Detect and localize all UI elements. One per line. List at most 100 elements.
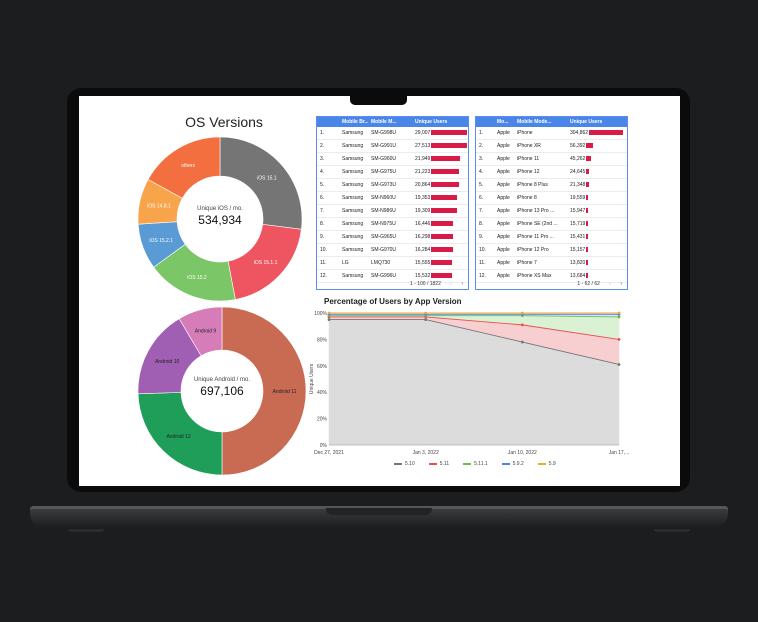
users-cell: 15,719 — [567, 221, 626, 227]
row-index-text: 10. — [479, 247, 486, 253]
brand-cell: Apple — [494, 260, 514, 266]
donut-slice[interactable] — [221, 306, 307, 476]
table-row[interactable]: 5. Apple iPhone 8 Plus 21,348 — [476, 179, 627, 192]
prev-page-icon[interactable]: ‹ — [450, 281, 452, 287]
model-text: SM-N960U — [371, 195, 396, 201]
ios-center-label: Unique iOS / mo. 534,934 — [180, 206, 260, 227]
table-row[interactable]: 3. Samsung SM-G960U 21,949 — [317, 153, 468, 166]
ios-donut-chart[interactable]: iOS 15.1 iOS 15.1.1 iOS 15.2 iOS 15.2.1 iOS … — [137, 136, 303, 302]
table-row[interactable]: 9. Apple iPhone 11 Pro ... 15,431 — [476, 231, 627, 244]
area-band — [329, 319, 619, 445]
table-row[interactable]: 8. Samsung SM-N975U 16,446 — [317, 218, 468, 231]
table-row[interactable]: 10. Apple iPhone 12 Pro 15,157 — [476, 244, 627, 257]
brand-text: Apple — [497, 260, 510, 266]
data-point[interactable] — [424, 311, 428, 315]
table-row[interactable]: 6. Apple iPhone 8 19,559 — [476, 192, 627, 205]
x-tick-label: Jan 10, 2022 — [508, 450, 537, 456]
table-row[interactable]: 1. Samsung SM-G998U 29,007 — [317, 127, 468, 140]
table-row[interactable]: 9. Samsung SM-G965U 16,298 — [317, 231, 468, 244]
series-line[interactable] — [329, 316, 620, 340]
table-row[interactable]: 4. Samsung SM-G975U 21,223 — [317, 166, 468, 179]
table-header: Mo... Mobile Mode... Unique Users — [476, 117, 627, 127]
donut-slice[interactable] — [147, 136, 221, 199]
table-row[interactable]: 2. Apple iPhone XR 56,392 — [476, 140, 627, 153]
next-page-icon[interactable]: › — [461, 281, 463, 287]
brand-text: Apple — [497, 234, 510, 240]
brand-cell: Samsung — [339, 234, 368, 240]
model-text: iPhone 8 — [517, 195, 537, 201]
donut-slice[interactable] — [178, 306, 223, 357]
users-value: 13,820 — [570, 260, 586, 266]
users-cell: 21,949 — [412, 156, 467, 162]
data-point[interactable] — [520, 340, 524, 344]
model-cell: iPhone 13 Pro ... — [514, 208, 567, 214]
donut-slice[interactable] — [219, 136, 303, 230]
table-row[interactable]: 7. Apple iPhone 13 Pro ... 15,947 — [476, 205, 627, 218]
model-text: iPhone SE (2nd ... — [517, 221, 558, 227]
table-row[interactable]: 12. Samsung SM-G996U 15,532 — [317, 270, 468, 283]
legend-item[interactable]: 5.10 — [394, 461, 415, 467]
col-header-brand[interactable]: Mo... — [497, 119, 509, 125]
brand-cell: Samsung — [339, 247, 368, 253]
prev-page-icon[interactable]: ‹ — [609, 281, 611, 287]
legend-label: 5.10 — [405, 461, 415, 467]
model-cell: SM-G975U — [368, 169, 412, 175]
app-version-line-chart[interactable]: 0% 20% 40% 60% 80% 100% Dec 27, 2021 Jan 3, 202… — [304, 306, 634, 461]
legend-item[interactable]: 5.9 — [537, 461, 556, 467]
series-line[interactable] — [329, 315, 620, 318]
model-text: iPhone XS Max — [517, 273, 552, 279]
row-index: 4. — [476, 169, 494, 175]
col-header-users[interactable]: Unique Users — [415, 119, 448, 125]
data-point[interactable] — [327, 318, 331, 321]
next-page-icon[interactable]: › — [620, 281, 622, 287]
legend-item[interactable]: 5.11 — [428, 461, 449, 467]
users-bar — [431, 143, 467, 149]
brand-text: Samsung — [342, 156, 364, 162]
users-cell: 13,684 — [567, 273, 626, 279]
col-header-model[interactable]: Mobile M... — [371, 119, 397, 125]
table-row[interactable]: 8. Apple iPhone SE (2nd ... 15,719 — [476, 218, 627, 231]
users-value: 16,446 — [415, 221, 431, 227]
legend-item[interactable]: 5.11.1 — [463, 461, 488, 467]
data-point[interactable] — [617, 338, 621, 341]
data-point[interactable] — [520, 311, 524, 315]
users-cell: 19,353 — [412, 195, 467, 201]
table-row[interactable]: 2. Samsung SM-G991U 27,513 — [317, 140, 468, 153]
data-point[interactable] — [617, 315, 621, 319]
model-text: iPhone 12 — [517, 169, 540, 175]
donut-slice[interactable] — [137, 392, 223, 476]
table-row[interactable]: 11. LG LMQ730 15,555 — [317, 257, 468, 270]
y-axis-label: Unique Users — [309, 363, 315, 394]
y-tick-label: 0% — [320, 443, 328, 449]
data-point[interactable] — [617, 311, 621, 315]
table-row[interactable]: 6. Samsung SM-N960U 19,353 — [317, 192, 468, 205]
legend-item[interactable]: 5.9.2 — [501, 461, 524, 467]
brand-text: Apple — [497, 156, 510, 162]
table-row[interactable]: 10. Samsung SM-G970U 16,284 — [317, 244, 468, 257]
series-line[interactable] — [329, 319, 620, 365]
table-pager: 1 - 62 / 62 ‹ › — [476, 279, 627, 289]
col-header-model[interactable]: Mobile Mode... — [517, 119, 552, 125]
android-donut-chart[interactable]: Android 11 Android 12 Android 10 Android 9 — [137, 306, 307, 476]
data-point[interactable] — [520, 323, 524, 327]
row-index: 2. — [317, 143, 339, 149]
data-point[interactable] — [424, 318, 428, 321]
table-row[interactable]: 5. Samsung SM-G973U 20,864 — [317, 179, 468, 192]
table-row[interactable]: 11. Apple iPhone 7 13,820 — [476, 257, 627, 270]
col-header-brand[interactable]: Mobile Br... — [342, 119, 368, 125]
users-cell: 21,348 — [567, 182, 626, 188]
table-row[interactable]: 7. Samsung SM-N986U 19,309 — [317, 205, 468, 218]
row-index-text: 5. — [320, 182, 325, 188]
brand-text: Apple — [497, 143, 510, 149]
data-point[interactable] — [327, 311, 331, 315]
table-row[interactable]: 3. Apple iPhone 11 45,262 — [476, 153, 627, 166]
col-header-users[interactable]: Unique Users — [570, 119, 603, 125]
table-row[interactable]: 1. Apple iPhone 304,862 — [476, 127, 627, 140]
data-point[interactable] — [617, 363, 621, 366]
laptop-base — [30, 509, 728, 529]
users-cell: 29,007 — [412, 130, 467, 136]
table-row[interactable]: 12. Apple iPhone XS Max 13,684 — [476, 270, 627, 283]
model-text: SM-N975U — [371, 221, 396, 227]
users-value: 19,309 — [415, 208, 431, 214]
table-row[interactable]: 4. Apple iPhone 12 24,645 — [476, 166, 627, 179]
